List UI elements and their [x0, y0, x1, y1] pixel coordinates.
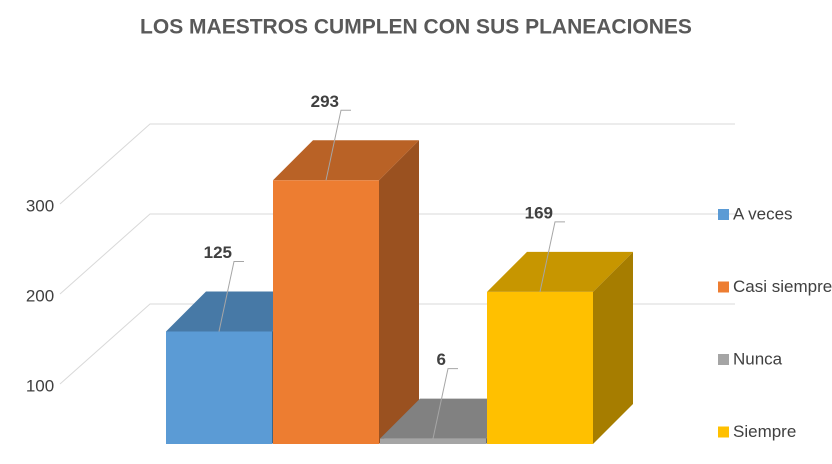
chart-title: LOS MAESTROS CUMPLEN CON SUS PLANEACIONE…	[140, 16, 692, 39]
leader-line	[218, 261, 244, 332]
bar-side	[379, 140, 419, 445]
data-label: 169	[525, 203, 553, 222]
data-label: 125	[204, 243, 232, 262]
bar-top	[487, 251, 633, 292]
bar-top	[273, 140, 419, 181]
legend-label: Nunca	[733, 349, 783, 368]
bar	[380, 438, 486, 444]
bar	[166, 331, 272, 444]
legend-label: Siempre	[733, 422, 796, 441]
leader-line	[432, 368, 458, 439]
legend-swatch	[718, 354, 729, 365]
y-tick-label: 100	[26, 376, 54, 395]
leader-line	[325, 109, 351, 181]
bar	[273, 180, 379, 445]
legend-label: Casi siempre	[733, 277, 832, 296]
grid-line	[59, 213, 735, 295]
legend-swatch	[718, 281, 729, 293]
legend-label: A veces	[733, 204, 793, 223]
leader-line	[539, 221, 565, 293]
legend-swatch	[718, 426, 729, 438]
bar-side	[593, 251, 633, 444]
grid-line	[59, 123, 735, 205]
legend-swatch	[718, 209, 729, 220]
data-label: 293	[311, 92, 339, 111]
y-tick-label: 200	[26, 286, 54, 305]
bar	[487, 291, 593, 444]
y-tick-label: 300	[26, 196, 54, 215]
data-label: 6	[437, 350, 446, 369]
